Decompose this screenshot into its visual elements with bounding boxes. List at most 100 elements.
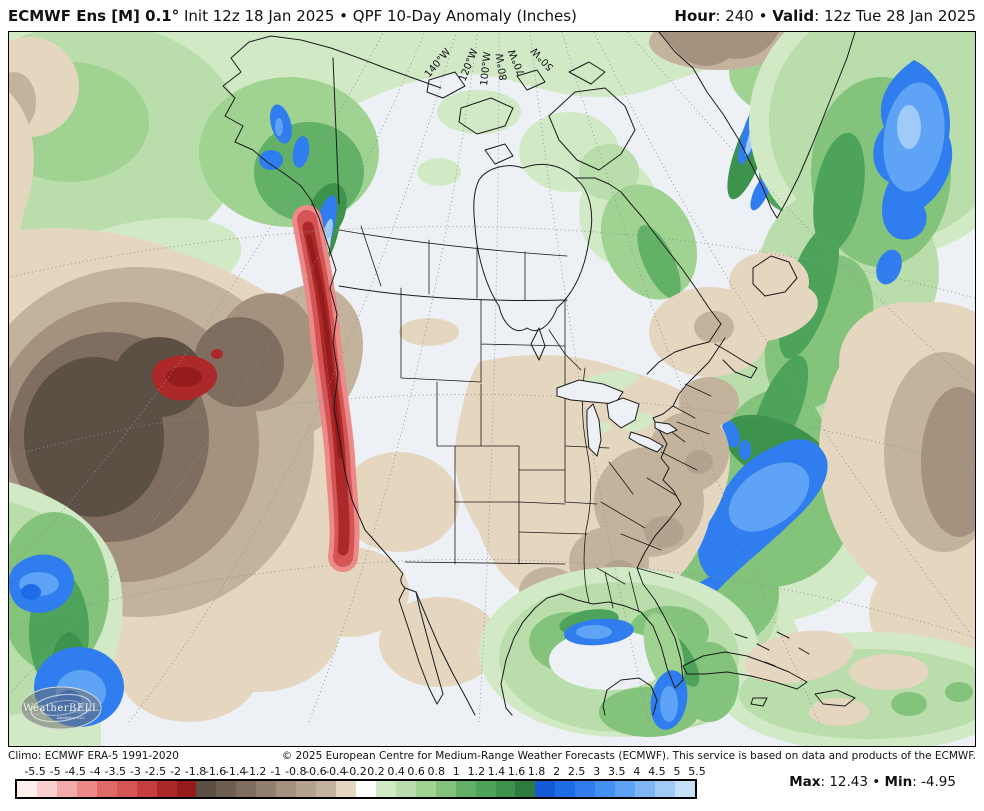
copyright-text: © 2025 European Centre for Medium-Range … [281, 750, 976, 762]
colorbar-tick-label: 1.8 [527, 765, 546, 778]
colorbar-segment [475, 781, 496, 797]
us-state-borders [400, 287, 712, 613]
colorbar-segment [116, 781, 137, 797]
graticule [9, 32, 975, 723]
valid-time: Hour: 240 • Valid: 12z Tue 28 Jan 2025 [674, 7, 976, 25]
colorbar-segment [196, 781, 217, 797]
colorbar-tick-label: -1 [270, 765, 282, 778]
colorbar-segment [236, 781, 257, 797]
hour-label: Hour [674, 7, 716, 25]
colorbar-segment [635, 781, 655, 797]
colorbar-tick-label: -2.5 [144, 765, 167, 778]
stats-separator: • [867, 774, 885, 790]
colorbar: -5.5 -5 -4.5 -4 -3.5 -3 -2.5 -2 -1.8 -1.6 -1.4 -1.2… [15, 765, 706, 799]
colorbar-segment [415, 781, 436, 797]
longitude-label: 100°W [479, 51, 494, 86]
colorbar-tick-label: -4 [89, 765, 101, 778]
colorbar-segment [435, 781, 456, 797]
colorbar-segment [17, 781, 37, 797]
colorbar-segment [296, 781, 317, 797]
colorbar-tick-label: 1 [452, 765, 460, 778]
colorbar-labels: -5.5 -5 -4.5 -4 -3.5 -3 -2.5 -2 -1.8 -1.6 -1.4 -1.2… [15, 765, 705, 779]
colorbar-segment [555, 781, 576, 797]
colorbar-tick-label: 5.5 [688, 765, 706, 778]
colorbar-tick-label: -5.5 [24, 765, 46, 778]
colorbar-segment [375, 781, 396, 797]
weatherbell-logo: WeatherBELL Analytics LLC [20, 686, 102, 730]
valid-label: Valid [772, 7, 815, 25]
colorbar-tick-label: 3.5 [608, 765, 626, 778]
colorbar-segment [56, 781, 77, 797]
valid-value: : 12z Tue 28 Jan 2025 [814, 7, 976, 25]
colorbar-tick-label: 1.6 [507, 765, 526, 778]
colorbar-segment [575, 781, 596, 797]
colorbar-tick-label: 1.4 [487, 765, 506, 778]
logo-subtext: Analytics LLC [56, 715, 85, 720]
map-region-gulf-caribbean [479, 567, 975, 746]
header: ECMWF Ens [M] 0.1° Init 12z 18 Jan 2025 … [0, 0, 984, 31]
colorbar-tick-label: -3 [129, 765, 141, 778]
credit-line: Climo: ECMWF ERA-5 1991-2020 © 2025 Euro… [0, 747, 984, 764]
colorbar-tick-label: 4.5 [648, 765, 666, 778]
colorbar-tick-label: 4 [633, 765, 641, 778]
max-label: Max [789, 774, 821, 790]
colorbar-tick-label: -1.8 [184, 765, 207, 778]
colorbar-segment [156, 781, 177, 797]
colorbar-tick-label: -4.5 [64, 765, 86, 778]
colorbar-tick-label: 0.8 [427, 765, 445, 778]
colorbar-segment [455, 781, 476, 797]
logo-text: WeatherBELL [23, 703, 99, 714]
colorbar-segment [136, 781, 157, 797]
colorbar-tick-label: 0.4 [387, 765, 405, 778]
colorbar-tick-label: -1.6 [204, 765, 227, 778]
colorbar-segment [36, 781, 57, 797]
colorbar-segment [276, 781, 297, 797]
colorbar-segment [615, 781, 636, 797]
colorbar-tick-label: -1.2 [244, 765, 267, 778]
legend-block: -5.5 -5 -4.5 -4 -3.5 -3 -2.5 -2 -1.8 -1.6 -1.4 -1.2… [0, 765, 984, 811]
colorbar-tick-label: -0.6 [305, 765, 327, 778]
max-value: : 12.43 [820, 774, 868, 790]
min-value: : -4.95 [912, 774, 956, 790]
colorbar-segment [535, 781, 556, 797]
colorbar-segment [515, 781, 536, 797]
colorbar-segment [96, 781, 117, 797]
longitude-label: 80°W [495, 52, 510, 81]
map-title: ECMWF Ens [M] 0.1° Init 12z 18 Jan 2025 … [8, 7, 577, 25]
bullet-separator: • [753, 7, 773, 25]
colorbar-tick-label: 0.6 [407, 765, 425, 778]
colorbar-tick-label: -1.4 [224, 765, 247, 778]
map-region-westcoast-red [292, 205, 360, 572]
model-name: ECMWF Ens [M] 0.1° [8, 7, 180, 25]
colorbar-segment [176, 781, 197, 797]
colorbar-segment [395, 781, 416, 797]
colorbar-tick-label: -5 [49, 765, 61, 778]
colorbar-tick-label: -2 [169, 765, 181, 778]
colorbar-gradient [15, 779, 697, 799]
colorbar-tick-label: -0.8 [285, 765, 307, 778]
colorbar-segment [674, 781, 695, 797]
colorbar-tick-label: 2 [553, 765, 561, 778]
colorbar-segment [655, 781, 675, 797]
map-subtitle: Init 12z 18 Jan 2025 • QPF 10-Day Anomal… [179, 7, 577, 25]
hour-value: : 240 [715, 7, 754, 25]
colorbar-tick-label: 3 [593, 765, 601, 778]
colorbar-segment [495, 781, 516, 797]
colorbar-segment [316, 781, 336, 797]
colorbar-segment [216, 781, 237, 797]
colorbar-tick-label: 2.5 [567, 765, 586, 778]
map-region-atlantic-tan [819, 302, 975, 672]
map-region-atlantic-blue-north [873, 60, 953, 285]
climo-text: Climo: ECMWF ERA-5 1991-2020 [8, 750, 179, 762]
max-min-stats: Max: 12.43 • Min: -4.95 [789, 774, 956, 790]
colorbar-tick-label: 5 [673, 765, 681, 778]
colorbar-segment [595, 781, 616, 797]
colorbar-segment [76, 781, 97, 797]
coastlines-borders [222, 32, 856, 716]
colorbar-segment [256, 781, 277, 797]
colorbar-tick-label: -0.2 [345, 765, 367, 778]
colorbar-segment [336, 781, 356, 797]
weather-map: 140°W 120°W 100°W 80°W 70°W 50°W WeatherBELL … [8, 31, 976, 747]
colorbar-segment [355, 781, 376, 797]
